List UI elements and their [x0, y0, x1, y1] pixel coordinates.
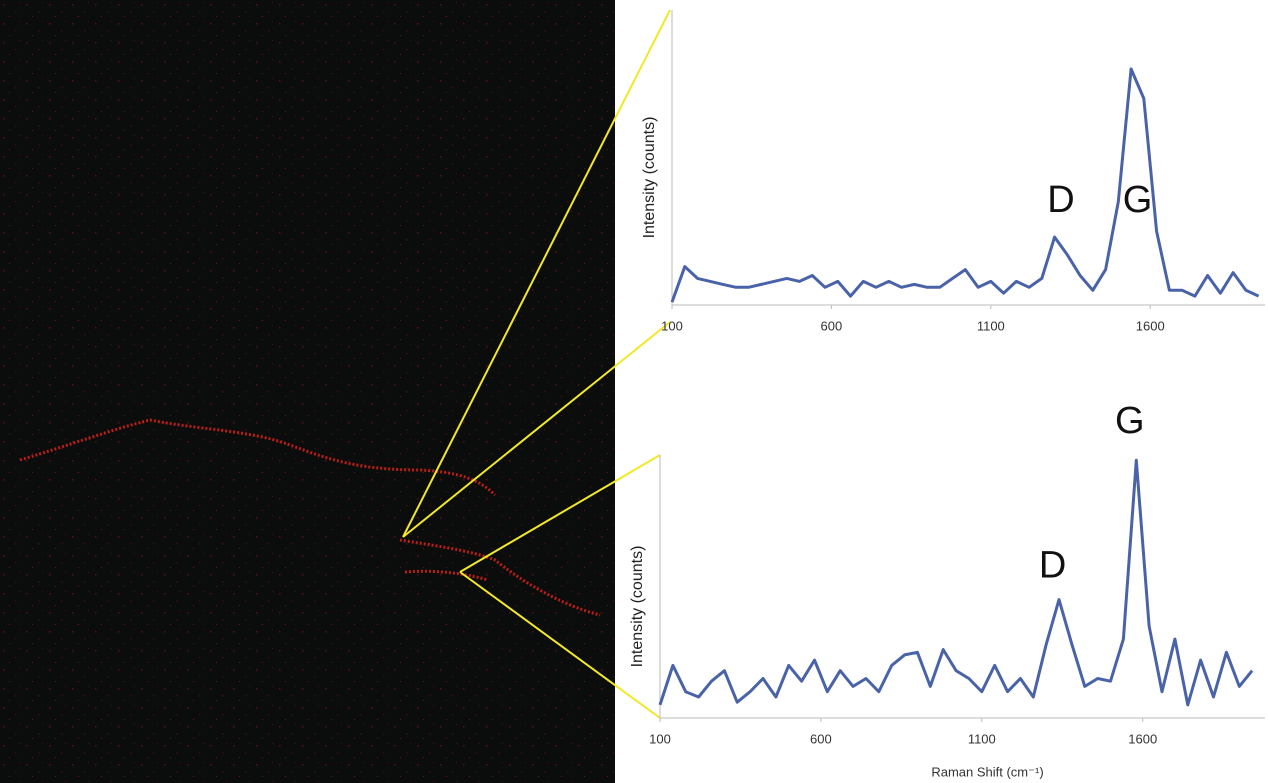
peak-label: D	[1039, 545, 1066, 587]
y-axis-label: Intensity (counts)	[641, 117, 658, 239]
map-features	[19, 418, 601, 617]
x-tick-label: 600	[810, 731, 832, 746]
x-tick-label: 1100	[968, 731, 996, 746]
peak-label: G	[1115, 400, 1145, 442]
peak-label: G	[1123, 179, 1153, 221]
x-tick-label: 100	[661, 318, 683, 333]
x-axis-label: Raman Shift (cm⁻¹)	[931, 764, 1043, 779]
zoom-lines	[402, 9, 671, 719]
spectrum-line	[670, 67, 1260, 303]
x-tick-label: 1100	[977, 318, 1005, 333]
x-tick-label: 1600	[1128, 731, 1157, 746]
raman-map	[0, 0, 615, 783]
spectrum-line	[658, 458, 1254, 707]
x-tick-label: 600	[821, 318, 843, 333]
peak-label: D	[1047, 179, 1074, 221]
x-tick-label: 1600	[1136, 318, 1165, 333]
y-axis-label: Intensity (counts)	[629, 546, 646, 668]
x-tick-label: 100	[649, 731, 671, 746]
